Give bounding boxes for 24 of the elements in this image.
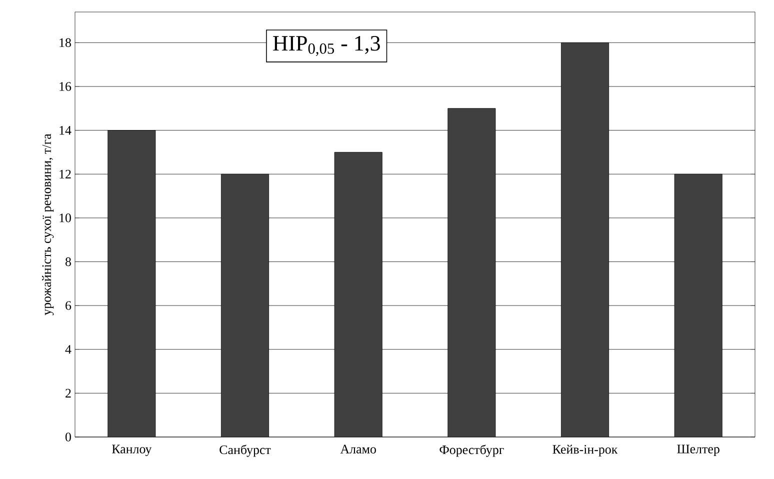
x-tick-label: Кейв-ін-рок <box>552 444 618 456</box>
bar <box>108 130 156 437</box>
x-tick-label: Шелтер <box>677 444 720 456</box>
y-tick-label: 10 <box>60 214 71 222</box>
y-tick-label: 6 <box>66 301 72 310</box>
bar <box>448 108 496 437</box>
bar <box>221 174 269 437</box>
x-tick-label: Аламо <box>340 444 376 454</box>
x-tick-label: Санбурст <box>220 444 271 457</box>
y-tick-label: 4 <box>65 345 72 354</box>
y-tick-label: 0 <box>66 432 71 442</box>
y-tick-label: 18 <box>60 38 71 48</box>
bar <box>334 152 382 437</box>
y-tick-label: 8 <box>66 257 71 266</box>
x-tick-label: Канлоу <box>112 444 152 456</box>
y-tick-label: 16 <box>60 82 72 91</box>
y-tick-label: 12 <box>60 170 71 178</box>
bar <box>561 42 610 437</box>
x-tick-label: Форестбург <box>440 444 504 457</box>
annotation: НІР$_{0,05}$ - 1,3 <box>273 36 380 56</box>
y-axis-title: урожайність сухої речовини, т/га <box>42 134 54 316</box>
bar <box>674 174 722 437</box>
y-tick-label: 2 <box>66 388 71 398</box>
y-tick-label: 14 <box>60 126 72 135</box>
